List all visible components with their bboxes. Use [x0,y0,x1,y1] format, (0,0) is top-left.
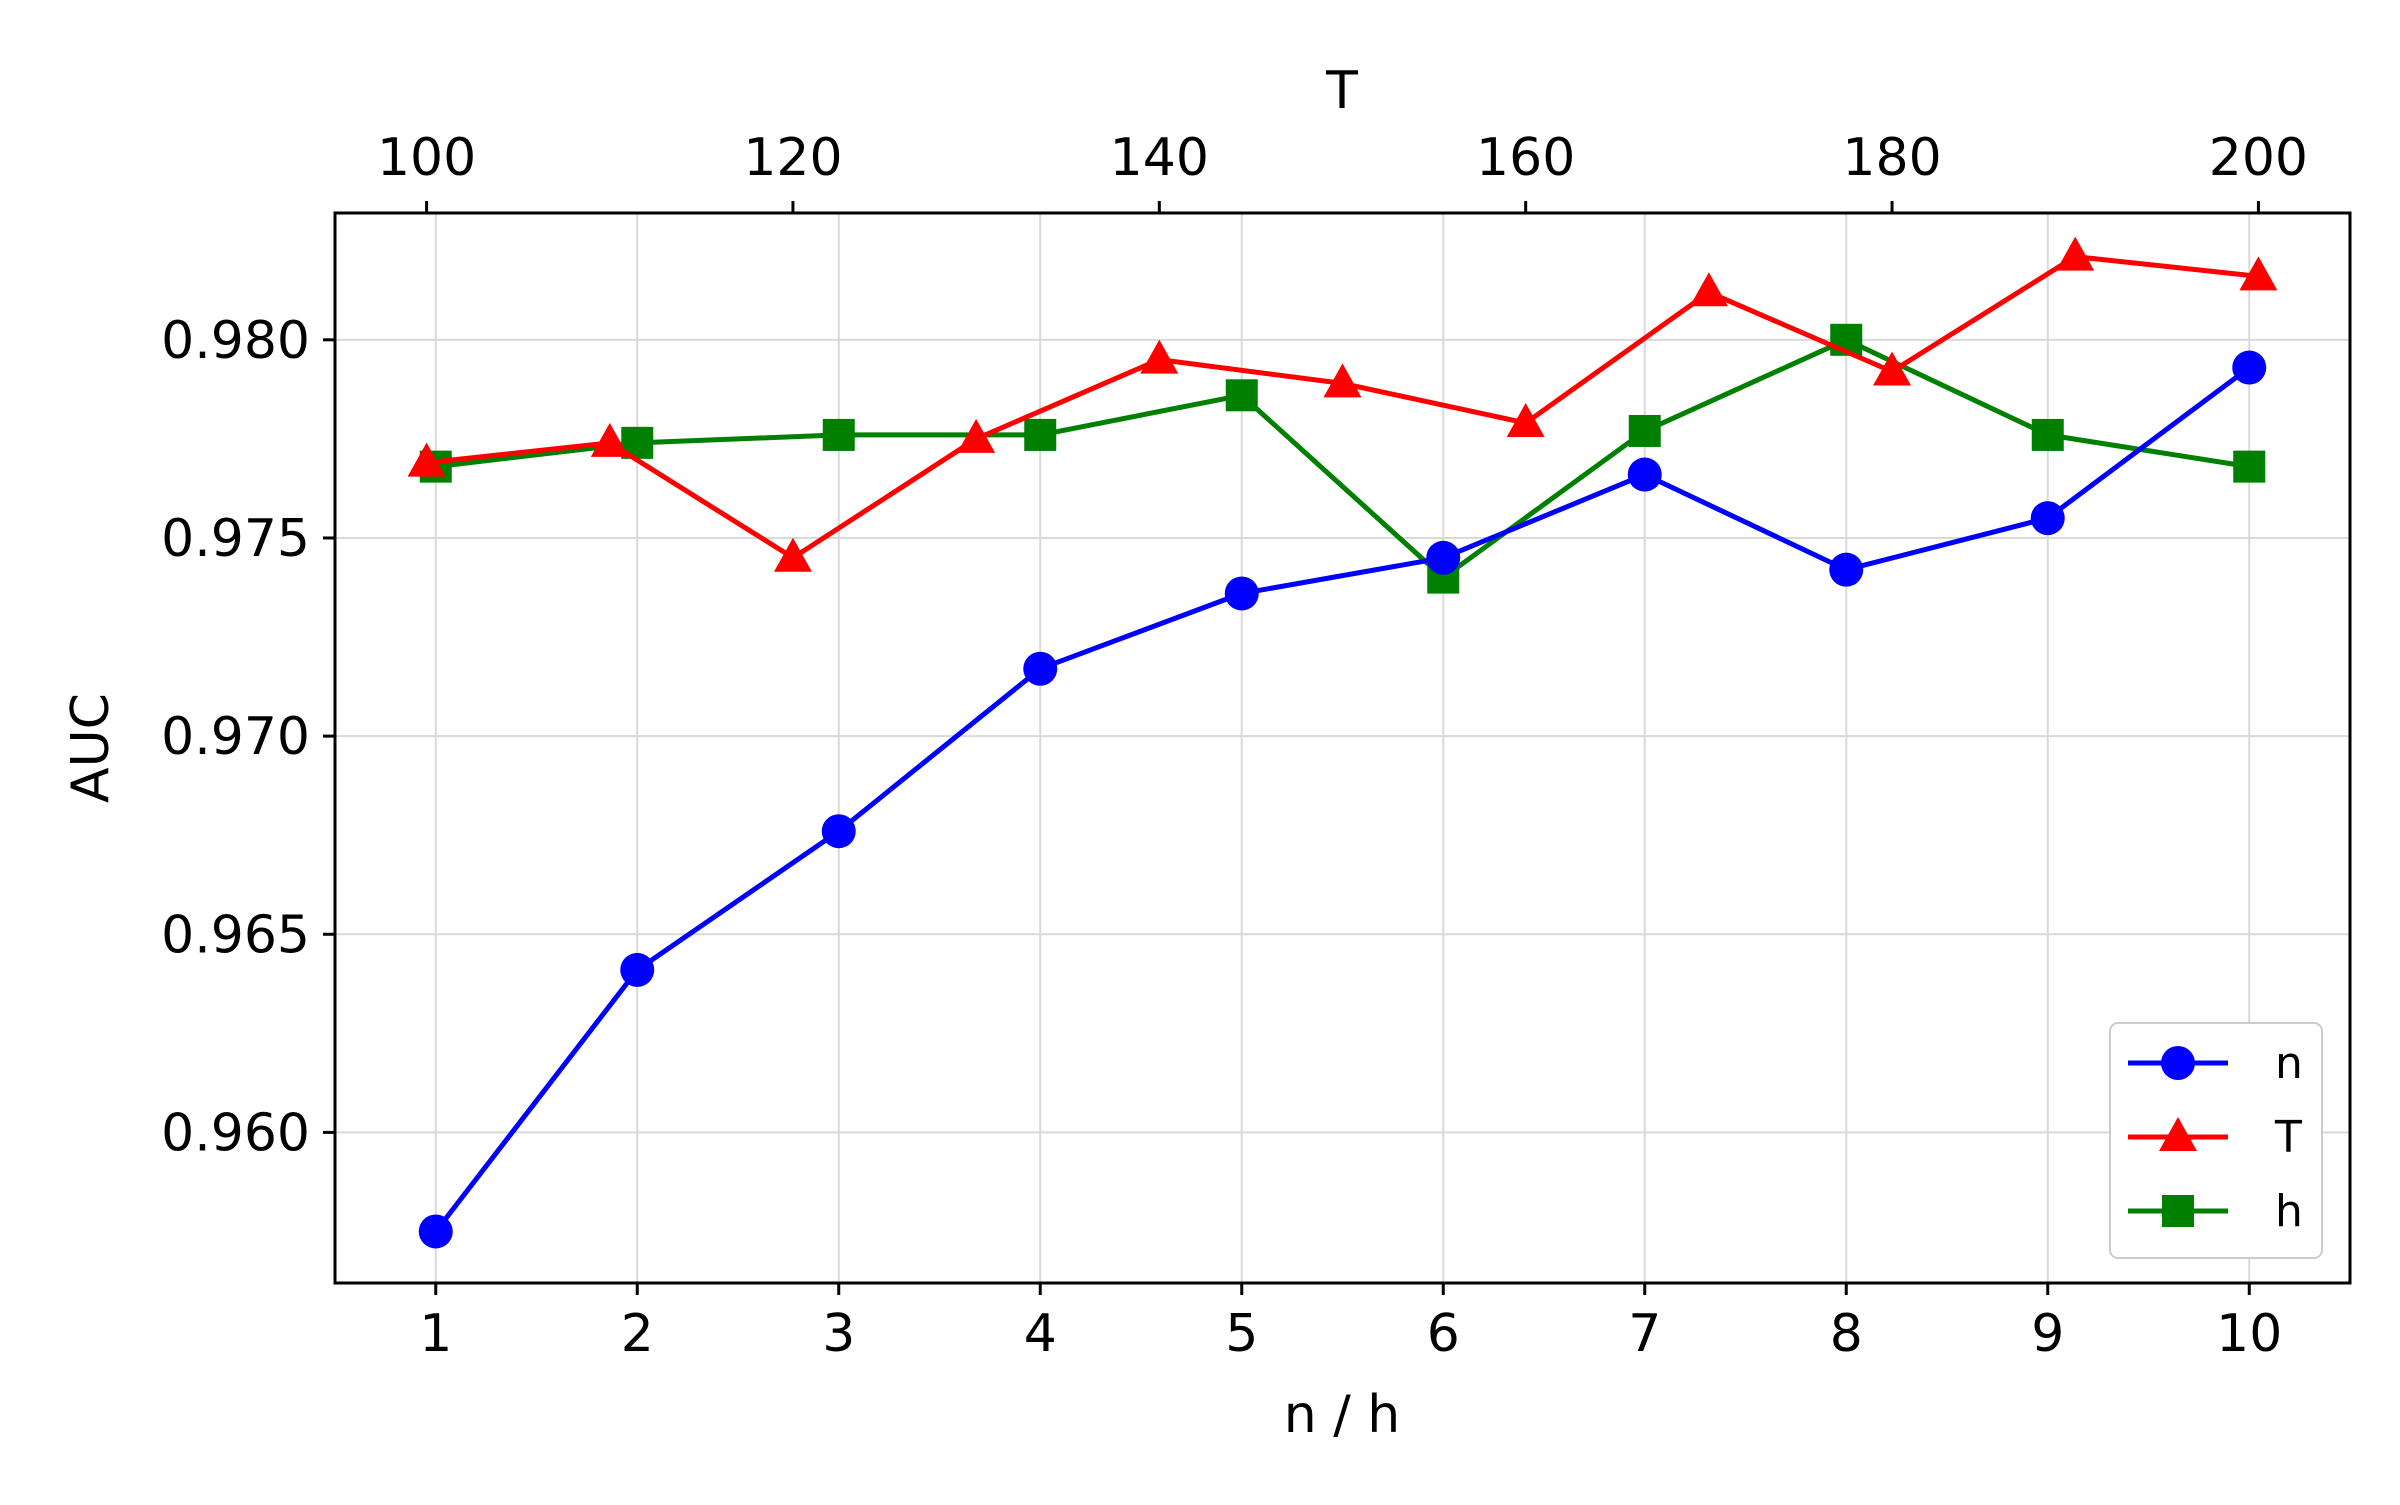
x-tick-label: 3 [822,1304,855,1364]
series-n [418,350,2267,1249]
data-point-T [2239,256,2278,291]
data-point-n [2030,501,2065,536]
x-tick-label: 9 [2031,1304,2064,1364]
data-point-n [2232,350,2267,385]
data-series [407,236,2278,1249]
x-tick-label: 6 [1427,1304,1460,1364]
top-x-tick-label: 100 [377,128,476,188]
data-point-n [418,1214,453,1249]
data-point-n [1829,552,1864,587]
legend-label: T [2274,1112,2302,1163]
x-tick-label: 2 [621,1304,654,1364]
x-axis-label: n / h [1284,1385,1401,1445]
data-point-T [773,537,812,572]
axes: 1 2 3 4 5 6 7 8 9 10 100 120 140 160 180 200 0.960 0.965 0… [161,128,2308,1364]
top-x-tick-label: 140 [1110,128,1209,188]
legend-label: h [2275,1186,2303,1237]
y-tick-label: 0.970 [161,707,310,767]
y-axis-label: AUC [61,693,121,803]
legend-item-T: T [2128,1112,2302,1163]
plot-frame [333,211,2352,1285]
x-tick-label: 4 [1024,1304,1057,1364]
data-point-T [957,418,996,453]
data-point-T [1873,351,1912,386]
x-tick-label: 10 [2216,1304,2282,1364]
data-point-n [1627,457,1662,492]
y-tick-label: 0.980 [161,311,310,371]
series-T [407,236,2278,572]
legend-item-n: n [2128,1038,2303,1089]
y-tick-label: 0.975 [161,509,310,569]
data-point-n [1224,576,1259,611]
top-x-tick-label: 180 [1842,128,1941,188]
data-point-n [1426,540,1461,575]
x-tick-label: 5 [1225,1304,1258,1364]
y-tick-label: 0.960 [161,1103,310,1163]
data-point-h [822,418,855,451]
top-x-tick-label: 160 [1476,128,1575,188]
x-tick-label: 7 [1628,1304,1661,1364]
data-point-n [620,952,655,987]
data-point-T [1140,339,1179,374]
series-line-n [433,365,2251,1234]
x-tick-label: 8 [1830,1304,1863,1364]
data-point-n [1023,651,1058,686]
series-h [419,323,2266,594]
legend-marker [2162,1195,2194,1227]
data-point-h [2233,450,2266,483]
legend: nTh [2109,1022,2323,1259]
data-point-n [821,814,856,849]
legend-marker [2159,1117,2197,1151]
x-tick-label: 1 [419,1304,452,1364]
data-point-T [1689,272,1728,307]
series-line-h [435,337,2250,581]
top-x-tick-label: 120 [743,128,842,188]
legend-item-h: h [2128,1186,2303,1237]
legend-marker [2161,1046,2195,1080]
data-point-T [407,442,446,477]
y-tick-label: 0.965 [161,905,310,965]
data-point-T [590,422,629,457]
data-point-h [2031,418,2064,451]
top-x-axis-label: T [1325,61,1358,121]
data-point-T [2056,236,2095,271]
grid [335,213,2350,1283]
data-point-h [1225,379,1258,412]
legend-label: n [2275,1038,2303,1089]
data-point-T [1506,403,1545,438]
data-point-h [1024,418,1057,451]
data-point-T [1323,363,1362,398]
data-point-h [1628,414,1661,447]
top-x-tick-label: 200 [2209,128,2308,188]
